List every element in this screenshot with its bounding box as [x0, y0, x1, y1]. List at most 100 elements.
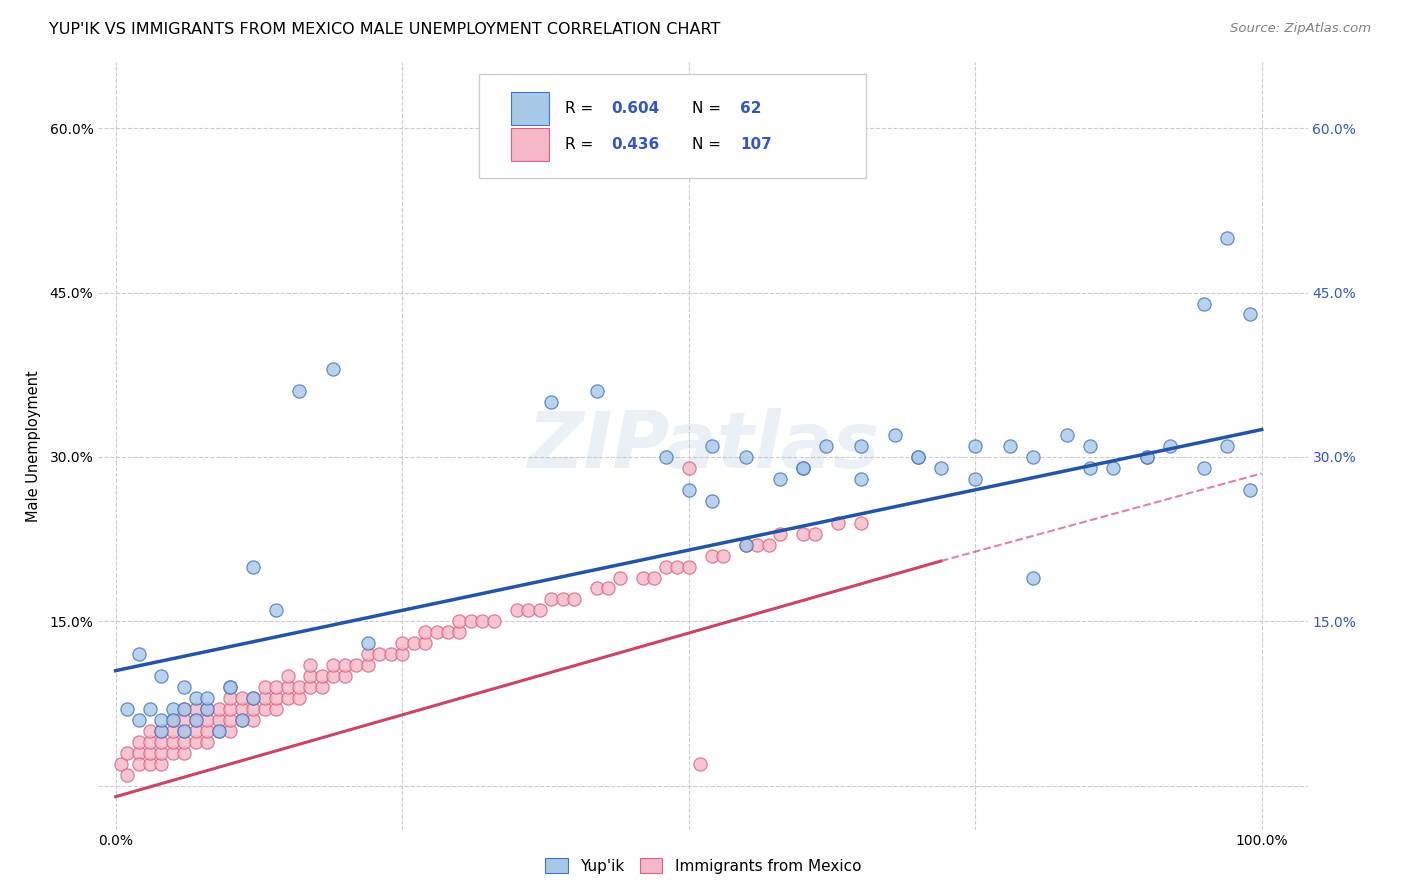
Point	[253, 680, 276, 694]
Point	[1194, 296, 1216, 310]
Point	[128, 647, 150, 661]
Point	[1239, 483, 1261, 497]
Point	[758, 538, 780, 552]
Text: 107: 107	[741, 137, 772, 152]
Point	[460, 615, 482, 629]
Point	[139, 723, 162, 738]
Point	[231, 713, 253, 727]
Point	[631, 570, 654, 584]
FancyBboxPatch shape	[510, 128, 550, 161]
Point	[700, 493, 723, 508]
Point	[815, 439, 838, 453]
Point	[449, 615, 471, 629]
Point	[299, 658, 322, 673]
Point	[827, 516, 849, 530]
Point	[586, 384, 609, 399]
Point	[184, 713, 207, 727]
Point	[598, 582, 620, 596]
Text: 0.604: 0.604	[612, 101, 659, 116]
Point	[655, 559, 678, 574]
Point	[219, 723, 242, 738]
Point	[735, 538, 758, 552]
Point	[678, 483, 700, 497]
Point	[139, 702, 162, 716]
Point	[482, 615, 505, 629]
Point	[907, 450, 929, 464]
Point	[150, 713, 173, 727]
Text: R =: R =	[565, 137, 599, 152]
Point	[288, 680, 311, 694]
Point	[115, 746, 138, 760]
Text: R =: R =	[565, 101, 599, 116]
Point	[437, 625, 460, 640]
Point	[184, 723, 207, 738]
Point	[700, 549, 723, 563]
Point	[655, 450, 678, 464]
Point	[965, 472, 987, 486]
Point	[242, 702, 264, 716]
Point	[162, 702, 184, 716]
Point	[357, 647, 380, 661]
Point	[184, 713, 207, 727]
Point	[231, 713, 253, 727]
Point	[173, 746, 195, 760]
Point	[643, 570, 665, 584]
Point	[344, 658, 367, 673]
Point	[242, 713, 264, 727]
Point	[333, 669, 356, 683]
Point	[242, 691, 264, 706]
Point	[173, 702, 195, 716]
Point	[208, 723, 231, 738]
Point	[700, 439, 723, 453]
Point	[322, 658, 344, 673]
Point	[139, 756, 162, 771]
Point	[139, 746, 162, 760]
Point	[769, 526, 792, 541]
Point	[506, 603, 529, 617]
Point	[609, 570, 631, 584]
Point	[792, 461, 814, 475]
Point	[264, 691, 287, 706]
Point	[551, 592, 574, 607]
Point	[357, 636, 380, 650]
Point	[150, 723, 173, 738]
Point	[998, 439, 1021, 453]
Point	[231, 691, 253, 706]
Point	[128, 735, 150, 749]
Point	[242, 691, 264, 706]
Point	[747, 538, 769, 552]
Text: 0.436: 0.436	[612, 137, 659, 152]
Point	[368, 647, 391, 661]
Point	[115, 702, 138, 716]
Point	[907, 450, 929, 464]
Point	[219, 702, 242, 716]
Point	[449, 625, 471, 640]
Point	[277, 691, 299, 706]
Point	[264, 603, 287, 617]
Point	[242, 559, 264, 574]
Point	[208, 702, 231, 716]
Point	[253, 702, 276, 716]
Point	[540, 592, 562, 607]
Point	[150, 735, 173, 749]
Point	[586, 582, 609, 596]
Point	[195, 702, 218, 716]
Point	[195, 735, 218, 749]
Point	[162, 713, 184, 727]
Point	[1216, 439, 1239, 453]
Point	[322, 669, 344, 683]
Point	[150, 669, 173, 683]
Point	[173, 723, 195, 738]
Point	[1136, 450, 1159, 464]
FancyBboxPatch shape	[510, 92, 550, 126]
Point	[471, 615, 494, 629]
Point	[965, 439, 987, 453]
Point	[540, 395, 562, 409]
Point	[162, 723, 184, 738]
Point	[184, 691, 207, 706]
Point	[150, 756, 173, 771]
Point	[735, 450, 758, 464]
Point	[150, 723, 173, 738]
Text: Source: ZipAtlas.com: Source: ZipAtlas.com	[1230, 22, 1371, 36]
Point	[849, 439, 872, 453]
